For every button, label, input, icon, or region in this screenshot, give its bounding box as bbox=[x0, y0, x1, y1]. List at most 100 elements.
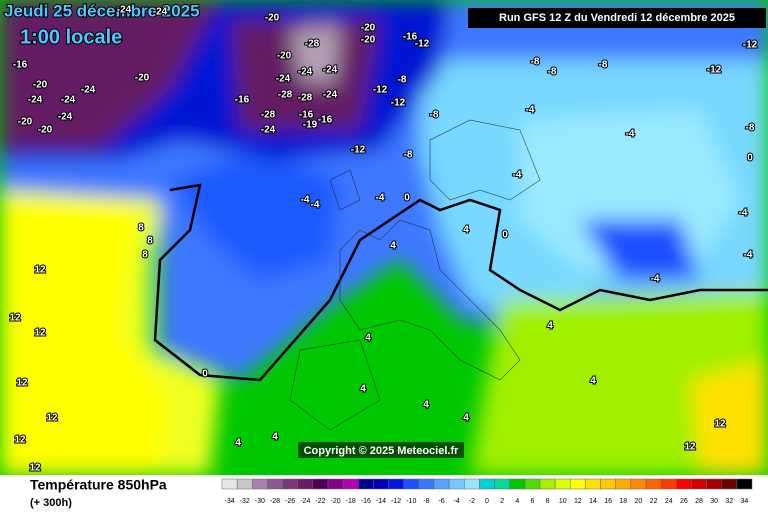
contour-label: 12 bbox=[34, 328, 46, 339]
legend-tick-label: 18 bbox=[619, 498, 627, 505]
contour-label: -28 bbox=[278, 90, 293, 101]
legend-tick-label: 2 bbox=[500, 498, 504, 505]
contour-label: 12 bbox=[714, 419, 726, 430]
legend-tick-label: -30 bbox=[255, 498, 265, 505]
footer-lead: (+ 300h) bbox=[30, 497, 72, 509]
legend-tick-label: -6 bbox=[438, 498, 444, 505]
contour-label: -4 bbox=[526, 105, 535, 116]
zero-isotherm bbox=[153, 183, 768, 382]
legend-swatch bbox=[252, 478, 268, 490]
run-box bbox=[468, 8, 766, 28]
contour-label: -8 bbox=[746, 123, 755, 134]
legend-swatch bbox=[706, 478, 722, 490]
contour-label: -20 bbox=[361, 23, 376, 34]
contour-label: -12 bbox=[707, 65, 722, 76]
legend-tick-label: 30 bbox=[710, 498, 718, 505]
forecast-date: Jeudi 25 décembre 2025 bbox=[4, 1, 200, 20]
contour-label: -4 bbox=[626, 129, 635, 140]
legend-swatch bbox=[615, 478, 632, 490]
contour-label: -8 bbox=[398, 75, 407, 86]
legend-tick-label: -32 bbox=[240, 498, 250, 505]
contour-label: -24 bbox=[323, 65, 338, 76]
contour-label: -16 bbox=[235, 95, 250, 106]
contour-label: -8 bbox=[430, 110, 439, 121]
contour-label: -24 bbox=[28, 95, 43, 106]
contour-label: 4 bbox=[463, 413, 469, 424]
legend-tick-label: 4 bbox=[515, 498, 519, 505]
contour-label: 0 bbox=[202, 369, 208, 380]
legend-tick-label: -8 bbox=[423, 498, 429, 505]
legend-tick-label: 6 bbox=[530, 498, 534, 505]
legend-swatch bbox=[312, 478, 329, 490]
legend-swatch bbox=[327, 478, 344, 490]
contour-label: 12 bbox=[46, 413, 58, 424]
legend-tick-label: 8 bbox=[546, 498, 550, 505]
contour-label: 8 bbox=[147, 236, 153, 247]
legend-tick-label: 24 bbox=[665, 498, 673, 505]
legend-swatch bbox=[721, 478, 738, 490]
contour-label: 12 bbox=[9, 313, 21, 324]
contour-label: -20 bbox=[33, 80, 48, 91]
legend-tick-label: 10 bbox=[559, 498, 567, 505]
contour-label: -16 bbox=[13, 60, 28, 71]
color-legend: -34 -32 -30 -28 -26 -24 -22 -20 -18 -16 -14 -12 -10-… bbox=[221, 478, 753, 505]
contour-labels: -16-20-24 -24-24-20-20-24-20-24 -24-20-20-… bbox=[8, 4, 758, 475]
legend-tick-label: 12 bbox=[574, 498, 582, 505]
contour-label: -12 bbox=[391, 98, 406, 109]
legend-tick-label: -16 bbox=[361, 498, 371, 505]
legend-swatch bbox=[236, 478, 253, 490]
contour-label: -8 bbox=[599, 60, 608, 71]
contour-label: 12 bbox=[16, 378, 28, 389]
legend-swatch bbox=[282, 478, 298, 490]
contour-label: -20 bbox=[277, 51, 292, 62]
legend-swatch bbox=[509, 478, 526, 490]
contour-label: 12 bbox=[14, 435, 26, 446]
contour-label: -24 bbox=[58, 112, 73, 123]
legend-tick-label: 26 bbox=[680, 498, 688, 505]
contour-label: -12 bbox=[743, 40, 758, 51]
contour-label: -8 bbox=[548, 67, 557, 78]
legend-tick-label: -4 bbox=[454, 498, 460, 505]
legend-swatch bbox=[479, 478, 495, 490]
temperature-field bbox=[0, 0, 768, 475]
legend-swatch bbox=[585, 478, 601, 490]
map: Jeudi 25 décembre 2025 1:00 locale Run G… bbox=[0, 0, 768, 475]
contour-label: 4 bbox=[365, 333, 371, 344]
footer-title: Température 850hPa bbox=[30, 477, 167, 493]
contour-label: -12 bbox=[373, 85, 388, 96]
contour-label: -24 bbox=[81, 85, 96, 96]
legend-swatch bbox=[267, 478, 283, 490]
legend-swatch bbox=[539, 478, 556, 490]
legend-tick-label: -24 bbox=[300, 498, 310, 505]
contour-label: 4 bbox=[360, 384, 366, 395]
legend-tick-label: -12 bbox=[391, 498, 401, 505]
contour-label: -20 bbox=[18, 117, 33, 128]
legend-tick-label: -26 bbox=[285, 498, 295, 505]
legend-swatch bbox=[388, 478, 404, 490]
contour-label: -4 bbox=[651, 274, 660, 285]
contour-label: -12 bbox=[351, 145, 366, 156]
legend-swatch bbox=[221, 478, 238, 490]
contour-label: 8 bbox=[138, 223, 144, 234]
legend-tick-label: 0 bbox=[485, 498, 489, 505]
run-info: Run GFS 12 Z du Vendredi 12 décembre 202… bbox=[499, 12, 735, 24]
contour-label: -28 bbox=[305, 39, 320, 50]
contour-label: -16 bbox=[318, 115, 333, 126]
legend-swatch bbox=[600, 478, 616, 490]
contour-label: 0 bbox=[747, 153, 753, 164]
legend-swatch bbox=[464, 478, 480, 490]
coastlines bbox=[289, 119, 541, 431]
contour-label: 12 bbox=[34, 265, 46, 276]
contour-label: 12 bbox=[684, 442, 696, 453]
contour-label: 4 bbox=[235, 438, 241, 449]
contour-label: 4 bbox=[390, 241, 396, 252]
contour-label: 0 bbox=[502, 230, 508, 241]
contour-label: -4 bbox=[311, 200, 320, 211]
legend-swatch bbox=[448, 478, 465, 490]
legend-swatch bbox=[570, 478, 586, 490]
legend-swatch bbox=[297, 478, 314, 490]
legend-swatch bbox=[676, 478, 692, 490]
contour-label: -16 bbox=[403, 32, 418, 43]
legend-swatch bbox=[645, 478, 662, 490]
